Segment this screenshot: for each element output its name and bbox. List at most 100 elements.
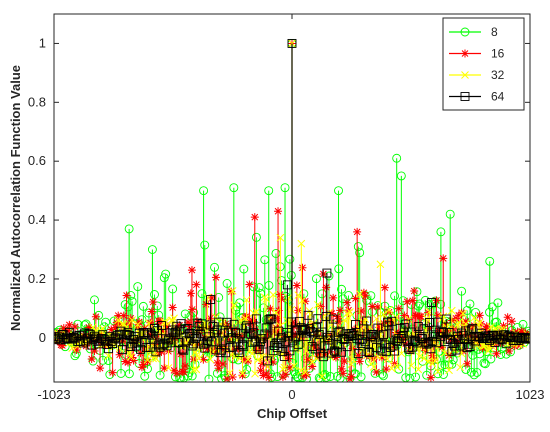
legend-marker — [461, 71, 469, 79]
data-point — [282, 280, 292, 290]
data-point — [181, 361, 190, 370]
data-point — [412, 311, 421, 320]
data-point — [293, 339, 303, 349]
data-point — [207, 293, 216, 302]
data-point — [363, 347, 373, 357]
data-point — [403, 297, 412, 306]
data-point — [318, 372, 326, 381]
data-point — [294, 291, 303, 299]
data-point — [383, 355, 392, 364]
data-point — [351, 294, 360, 303]
data-point — [276, 233, 285, 242]
data-point — [340, 357, 349, 366]
data-point — [353, 242, 363, 252]
data-point — [223, 374, 232, 382]
data-point — [461, 326, 471, 336]
data-point — [413, 322, 423, 332]
data-point — [480, 342, 488, 350]
data-point — [316, 302, 325, 311]
data-point — [475, 311, 484, 320]
data-point — [338, 369, 347, 378]
data-point — [357, 307, 366, 316]
y-tick-label: 0.4 — [28, 212, 46, 227]
data-point — [203, 344, 212, 353]
data-point — [115, 350, 124, 359]
data-point — [456, 363, 465, 372]
data-point — [105, 370, 115, 379]
data-point — [98, 330, 108, 340]
data-point — [302, 347, 311, 356]
data-point — [397, 349, 406, 358]
data-point — [380, 283, 389, 292]
data-point — [322, 283, 331, 292]
data-point — [373, 302, 382, 311]
data-point — [457, 286, 467, 296]
data-point — [288, 318, 297, 327]
data-point — [319, 269, 328, 278]
data-point — [267, 314, 277, 324]
data-point — [122, 291, 131, 300]
data-point — [344, 314, 353, 322]
data-point — [160, 364, 169, 373]
data-point — [368, 302, 377, 311]
legend-box — [442, 17, 525, 111]
data-point — [355, 357, 364, 366]
data-point — [277, 295, 286, 304]
data-point — [505, 346, 514, 355]
data-point — [407, 361, 416, 370]
data-point — [256, 366, 265, 375]
data-point — [408, 296, 417, 305]
data-point — [419, 324, 429, 334]
data-point — [337, 364, 346, 373]
x-tick-label: 0 — [288, 387, 295, 402]
data-point — [312, 354, 321, 363]
data-point — [353, 349, 363, 359]
data-point — [457, 349, 466, 358]
data-point — [140, 371, 150, 381]
data-point — [273, 314, 282, 323]
data-point — [313, 300, 322, 309]
data-point — [482, 322, 491, 331]
data-point — [369, 363, 378, 371]
data-point — [158, 327, 167, 336]
data-point — [189, 365, 198, 374]
data-point — [184, 329, 194, 339]
data-point — [439, 254, 448, 263]
data-point — [123, 358, 132, 367]
data-point — [426, 373, 435, 382]
data-point — [342, 342, 352, 352]
data-point — [143, 356, 152, 364]
data-point — [228, 372, 237, 381]
data-point — [251, 314, 261, 324]
data-point — [447, 359, 457, 369]
data-point — [194, 322, 204, 332]
data-point — [84, 323, 93, 332]
data-point — [175, 321, 184, 330]
data-point — [229, 183, 239, 193]
data-point — [210, 347, 219, 356]
data-point — [348, 355, 357, 364]
data-point — [378, 353, 387, 362]
data-point — [242, 296, 251, 304]
data-point — [284, 293, 293, 302]
data-point — [239, 355, 248, 364]
data-point — [474, 320, 483, 329]
data-point — [390, 359, 399, 368]
data-point — [406, 327, 416, 337]
data-point — [187, 371, 197, 381]
data-point — [430, 296, 440, 306]
data-point — [499, 321, 508, 330]
data-point — [325, 372, 335, 381]
data-point — [399, 322, 409, 332]
data-point — [285, 363, 294, 372]
data-point — [119, 311, 128, 320]
legend-label: 8 — [491, 25, 498, 39]
data-point — [195, 354, 204, 363]
data-point — [445, 366, 453, 375]
data-point — [191, 348, 199, 357]
data-point — [253, 356, 262, 364]
data-point — [347, 360, 356, 369]
data-point — [353, 227, 362, 236]
data-point — [168, 303, 177, 312]
